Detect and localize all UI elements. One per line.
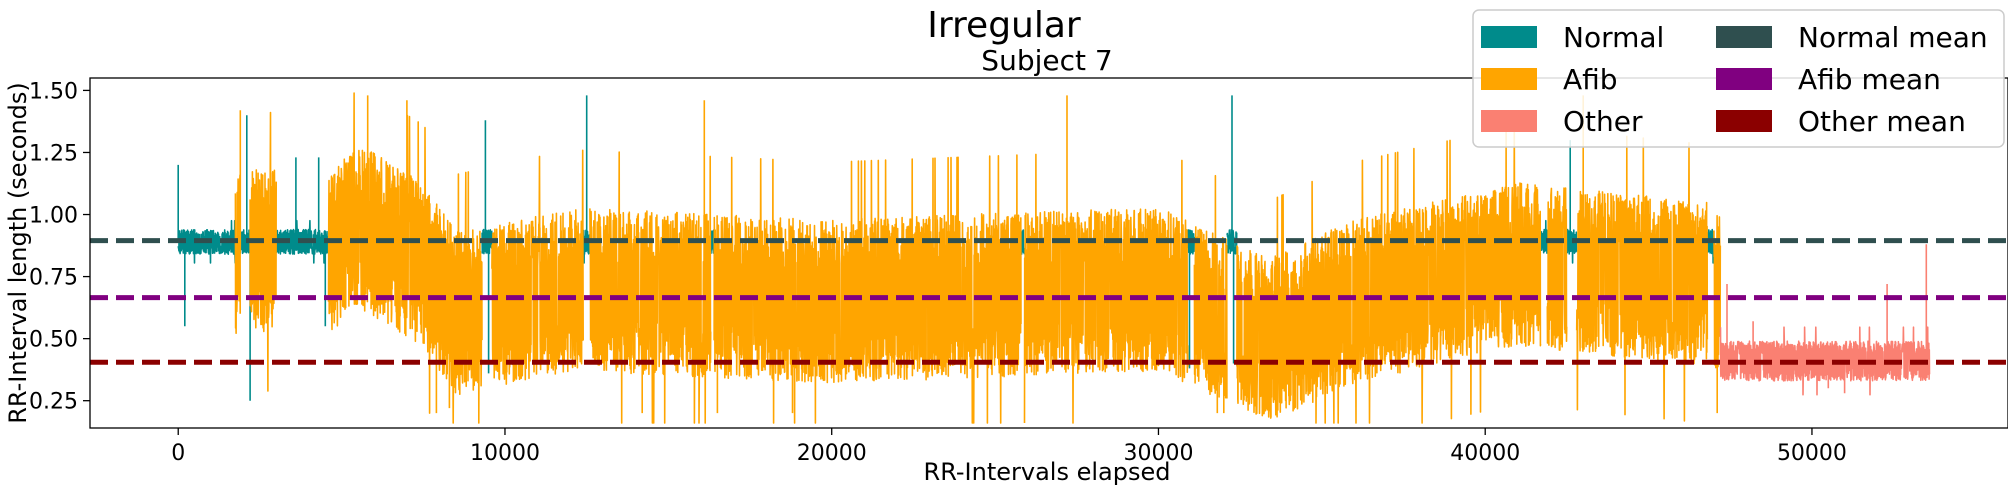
plot-area <box>90 92 2008 424</box>
legend-label: Afib <box>1563 63 1618 96</box>
series-segment <box>1193 174 1228 414</box>
chart-subtitle: Subject 7 <box>981 44 1112 77</box>
legend-swatch <box>1481 68 1537 90</box>
series-segment <box>1566 140 1578 264</box>
legend-swatch <box>1716 26 1772 48</box>
x-tick-label: 50000 <box>1777 441 1847 466</box>
chart-title: Irregular <box>927 5 1081 46</box>
legend-label: Normal <box>1563 21 1664 54</box>
y-tick-label: 1.00 <box>29 204 78 229</box>
x-tick-label: 0 <box>171 441 185 466</box>
y-tick-label: 0.75 <box>29 266 78 291</box>
x-axis-label: RR-Intervals elapsed <box>924 458 1171 486</box>
x-axis: 0 10000 20000 30000 40000 50000 <box>171 428 1847 466</box>
legend-swatch <box>1481 26 1537 48</box>
series-segment <box>1236 124 1542 424</box>
legend-swatch <box>1481 110 1537 132</box>
series-segment <box>177 164 237 327</box>
legend-label: Other <box>1563 105 1643 138</box>
series-segment <box>234 110 242 334</box>
plot-frame <box>89 77 2008 429</box>
y-axis: 0.25 0.50 0.75 1.00 1.25 1.50 <box>29 79 90 415</box>
x-tick-label: 10000 <box>470 441 540 466</box>
series-segment <box>481 120 493 374</box>
series-segment <box>239 115 251 401</box>
x-tick-label: 40000 <box>1450 441 1520 466</box>
legend-swatch <box>1716 68 1772 90</box>
legend-label: Other mean <box>1798 105 1966 138</box>
series-segment <box>1020 229 1026 255</box>
series-segment <box>249 111 277 392</box>
y-axis-label: RR-Interval length (seconds) <box>4 82 32 424</box>
series-segment <box>1713 214 1722 414</box>
series-segment <box>1540 219 1548 254</box>
x-tick-label: 20000 <box>797 441 867 466</box>
mean-line-layer <box>90 238 2008 365</box>
legend-label: Normal mean <box>1798 21 1988 54</box>
series-segment <box>1706 228 1715 264</box>
series-segment <box>1719 244 1931 396</box>
series-segment <box>582 95 591 264</box>
series-segment <box>1226 95 1238 364</box>
legend-swatch <box>1716 110 1772 132</box>
legend-label: Afib mean <box>1798 63 1941 96</box>
legend: Normal Afib Other Normal mean Afib mean Other… <box>1472 9 2005 148</box>
y-tick-label: 1.50 <box>29 79 78 104</box>
series-segment <box>275 157 330 327</box>
y-tick-label: 0.25 <box>29 390 78 415</box>
series-segment <box>491 149 584 385</box>
series-segment <box>589 100 712 424</box>
series-segment <box>1546 187 1568 351</box>
x-tick-label: 30000 <box>1123 441 1193 466</box>
series-other <box>1719 244 1931 396</box>
series-segment <box>327 92 483 424</box>
series-segment <box>1023 95 1189 424</box>
y-tick-label: 0.50 <box>29 328 78 353</box>
y-tick-label: 1.25 <box>29 141 78 166</box>
series-segment <box>713 154 1022 424</box>
